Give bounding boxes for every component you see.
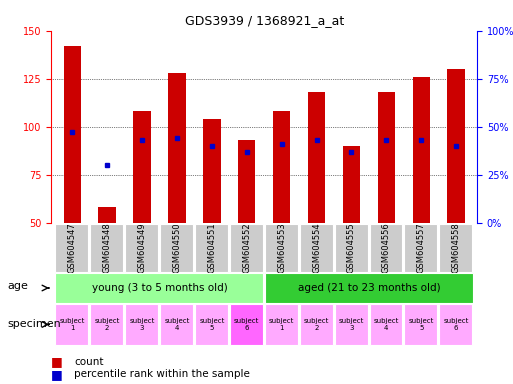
Text: subject
6: subject 6: [443, 318, 469, 331]
Bar: [55, 273, 264, 303]
Text: young (3 to 5 months old): young (3 to 5 months old): [92, 283, 227, 293]
Bar: [238, 140, 255, 223]
Text: percentile rank within the sample: percentile rank within the sample: [74, 369, 250, 379]
Text: GSM604550: GSM604550: [172, 222, 182, 273]
Text: subject
2: subject 2: [94, 318, 120, 331]
Text: GSM604548: GSM604548: [103, 222, 112, 273]
Bar: [125, 224, 158, 271]
Text: age: age: [8, 281, 29, 291]
Bar: [160, 304, 193, 345]
Bar: [90, 304, 123, 345]
Text: GSM604553: GSM604553: [277, 222, 286, 273]
Bar: [440, 304, 472, 345]
Bar: [412, 77, 430, 223]
Bar: [404, 304, 437, 345]
Title: GDS3939 / 1368921_a_at: GDS3939 / 1368921_a_at: [185, 14, 344, 27]
Text: GSM604554: GSM604554: [312, 222, 321, 273]
Text: subject
3: subject 3: [339, 318, 364, 331]
Text: subject
3: subject 3: [129, 318, 155, 331]
Bar: [378, 92, 395, 223]
Text: aged (21 to 23 months old): aged (21 to 23 months old): [298, 283, 440, 293]
Bar: [230, 224, 263, 271]
Text: GSM604549: GSM604549: [137, 222, 147, 273]
Bar: [125, 304, 158, 345]
Bar: [273, 111, 290, 223]
Bar: [55, 224, 88, 271]
Bar: [265, 273, 473, 303]
Bar: [90, 224, 123, 271]
Bar: [265, 304, 298, 345]
Bar: [203, 119, 221, 223]
Bar: [300, 304, 332, 345]
Bar: [160, 224, 193, 271]
Bar: [343, 146, 360, 223]
Bar: [98, 207, 116, 223]
Bar: [447, 69, 465, 223]
Text: GSM604556: GSM604556: [382, 222, 391, 273]
Text: subject
5: subject 5: [199, 318, 225, 331]
Text: GSM604547: GSM604547: [68, 222, 77, 273]
Text: specimen: specimen: [8, 319, 62, 329]
Bar: [168, 73, 186, 223]
Text: subject
1: subject 1: [60, 318, 85, 331]
Text: ■: ■: [51, 355, 63, 368]
Text: GSM604552: GSM604552: [242, 222, 251, 273]
Text: subject
1: subject 1: [269, 318, 294, 331]
Bar: [64, 46, 81, 223]
Text: subject
5: subject 5: [408, 318, 434, 331]
Bar: [369, 304, 402, 345]
Bar: [440, 224, 472, 271]
Bar: [334, 224, 367, 271]
Text: GSM604555: GSM604555: [347, 222, 356, 273]
Text: GSM604557: GSM604557: [417, 222, 426, 273]
Text: subject
4: subject 4: [164, 318, 190, 331]
Bar: [404, 224, 437, 271]
Bar: [195, 224, 228, 271]
Bar: [369, 224, 402, 271]
Text: ■: ■: [51, 368, 63, 381]
Text: subject
6: subject 6: [234, 318, 260, 331]
Bar: [230, 304, 263, 345]
Bar: [55, 304, 88, 345]
Text: GSM604551: GSM604551: [207, 222, 216, 273]
Bar: [334, 304, 367, 345]
Text: subject
4: subject 4: [373, 318, 399, 331]
Bar: [133, 111, 151, 223]
Text: subject
2: subject 2: [304, 318, 329, 331]
Bar: [195, 304, 228, 345]
Bar: [308, 92, 325, 223]
Bar: [300, 224, 332, 271]
Bar: [265, 224, 298, 271]
Text: GSM604558: GSM604558: [451, 222, 461, 273]
Text: count: count: [74, 357, 104, 367]
